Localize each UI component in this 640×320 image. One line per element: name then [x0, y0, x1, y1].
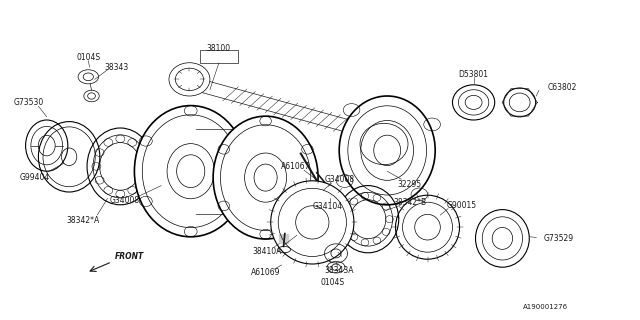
Text: 38342*B: 38342*B [393, 198, 426, 207]
Text: A61067: A61067 [281, 162, 310, 171]
Text: C63802: C63802 [547, 83, 577, 92]
Text: 0104S: 0104S [76, 53, 100, 62]
Text: G90015: G90015 [447, 201, 477, 210]
Text: FRONT: FRONT [115, 252, 145, 261]
Text: A190001276: A190001276 [523, 304, 568, 309]
Text: G99404: G99404 [20, 173, 51, 182]
Text: G73530: G73530 [13, 98, 44, 107]
Ellipse shape [339, 96, 435, 205]
Text: 38342*A: 38342*A [67, 216, 100, 225]
Text: 38100: 38100 [207, 44, 231, 52]
Text: 32295: 32295 [397, 180, 422, 188]
Text: 38410A: 38410A [253, 247, 282, 256]
Text: 38343: 38343 [104, 63, 129, 72]
Text: G34104: G34104 [312, 202, 343, 211]
Ellipse shape [213, 116, 318, 239]
Text: A61069: A61069 [251, 268, 280, 277]
Text: 0104S: 0104S [321, 278, 345, 287]
Ellipse shape [134, 106, 247, 237]
Text: G34008: G34008 [109, 196, 140, 204]
Bar [200, 50, 238, 63]
Text: D53801: D53801 [459, 70, 488, 79]
Text: G73529: G73529 [544, 234, 574, 243]
Text: G34008: G34008 [324, 175, 355, 184]
Ellipse shape [169, 63, 210, 96]
Text: 38343A: 38343A [324, 266, 354, 275]
Ellipse shape [271, 181, 354, 264]
